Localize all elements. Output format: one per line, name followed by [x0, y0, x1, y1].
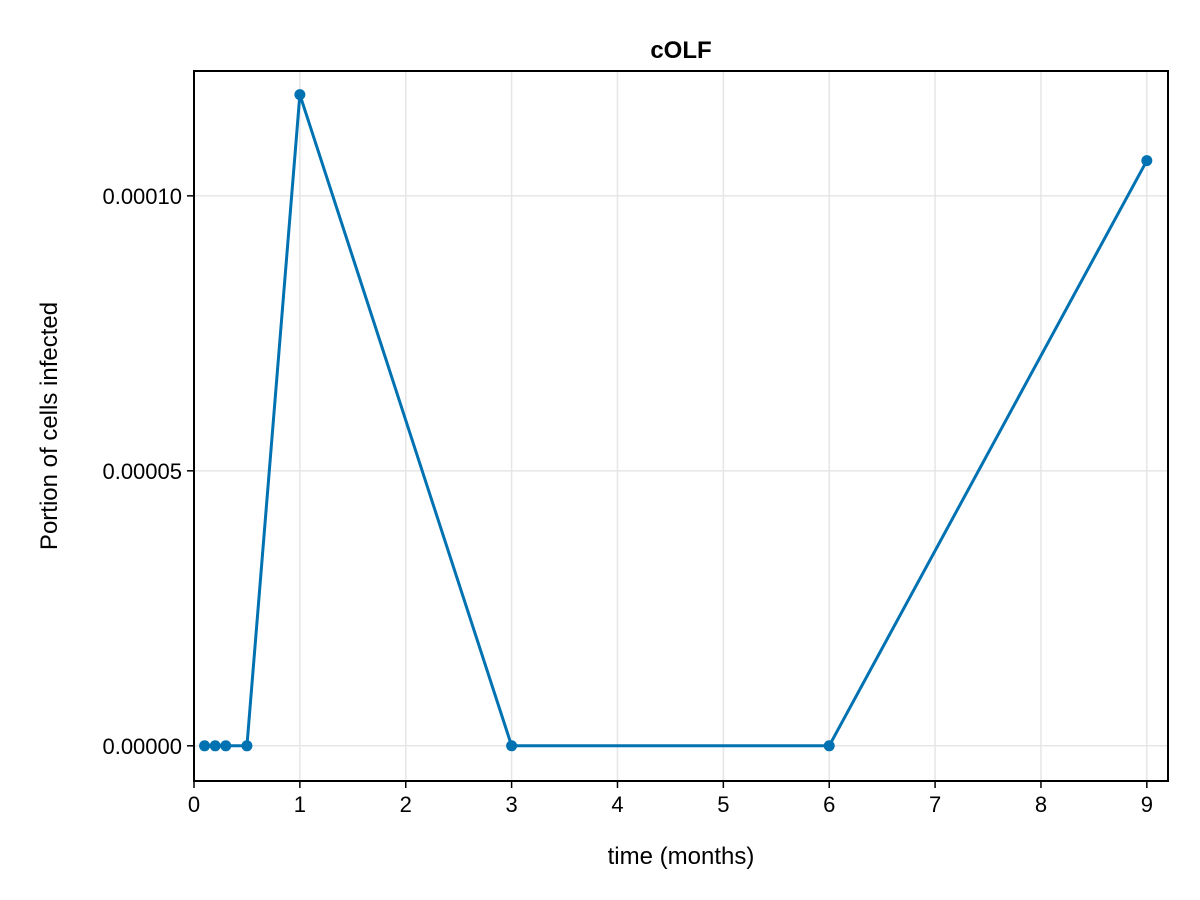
- grid: [193, 71, 1168, 781]
- data-point: [199, 740, 211, 752]
- x-tick-label: 6: [823, 792, 835, 817]
- x-tick-label: 2: [400, 792, 412, 817]
- data-point: [823, 740, 835, 752]
- data-point: [294, 89, 306, 101]
- y-tick-label: 0.00010: [102, 184, 182, 209]
- x-tick-label: 4: [611, 792, 623, 817]
- x-tick-label: 3: [505, 792, 517, 817]
- data-point: [1141, 155, 1153, 167]
- y-tick-label: 0.00000: [102, 734, 182, 759]
- x-axis-label: time (months): [608, 843, 755, 870]
- x-tick-label: 1: [294, 792, 306, 817]
- x-tick-label: 7: [929, 792, 941, 817]
- data-point: [241, 740, 253, 752]
- data-point: [220, 740, 232, 752]
- series-line: [204, 93, 1149, 748]
- data-point: [506, 740, 518, 752]
- series-layer: [199, 89, 1153, 752]
- y-tick-label: 0.00005: [102, 459, 182, 484]
- x-tick-label: 0: [188, 792, 200, 817]
- data-point: [209, 740, 221, 752]
- x-tick-label: 5: [717, 792, 729, 817]
- chart-title: cOLF: [650, 37, 711, 64]
- axis-ticks: 0 1 2 3 4 5 6 7 8 9 0.00000 0.00005 0.00010: [102, 184, 1152, 817]
- x-tick-label: 8: [1035, 792, 1047, 817]
- y-axis-label: Portion of cells infected: [36, 302, 63, 550]
- x-tick-label: 9: [1141, 792, 1153, 817]
- plot-frame: [193, 70, 1169, 782]
